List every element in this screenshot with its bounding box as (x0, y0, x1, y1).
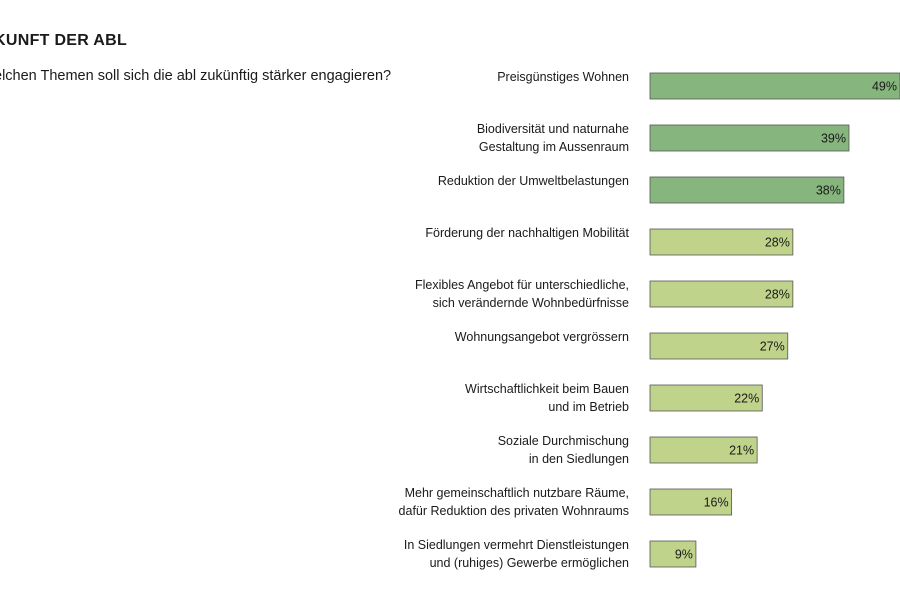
category-label: sich verändernde Wohnbedürfnisse (433, 296, 629, 310)
value-label: 16% (704, 496, 729, 510)
category-label: und (ruhiges) Gewerbe ermöglichen (430, 556, 629, 570)
value-label: 39% (821, 132, 846, 146)
category-label: Reduktion der Umweltbelastungen (438, 174, 629, 188)
category-label: Biodiversität und naturnahe (477, 122, 629, 136)
category-label: und im Betrieb (548, 400, 629, 414)
value-label: 27% (760, 340, 785, 354)
bar (649, 280, 794, 308)
bar (649, 540, 697, 568)
value-label: 28% (765, 236, 790, 250)
category-label: Soziale Durchmischung (498, 434, 629, 448)
category-label: Wirtschaftlichkeit beim Bauen (465, 382, 629, 396)
category-label: dafür Reduktion des privaten Wohnraums (399, 504, 629, 518)
bar (649, 72, 900, 100)
category-label: Förderung der nachhaltigen Mobilität (425, 226, 629, 240)
value-label: 21% (729, 444, 754, 458)
bar (649, 124, 850, 152)
value-label: 9% (675, 548, 693, 562)
value-label: 28% (765, 288, 790, 302)
category-label: Mehr gemeinschaftlich nutzbare Räume, (405, 486, 629, 500)
value-label: 38% (816, 184, 841, 198)
category-label: Preisgünstiges Wohnen (497, 70, 629, 84)
category-label: in den Siedlungen (529, 452, 629, 466)
bar (649, 176, 845, 204)
category-label: In Siedlungen vermehrt Dienstleistungen (404, 538, 629, 552)
survey-question: elchen Themen soll sich die abl zukünfti… (0, 68, 392, 84)
category-label: Wohnungsangebot vergrössern (455, 330, 629, 344)
category-label: Gestaltung im Aussenraum (479, 140, 629, 154)
category-label: Flexibles Angebot für unterschiedliche, (415, 278, 629, 292)
bar (649, 332, 789, 360)
bar (649, 228, 794, 256)
bar (649, 384, 763, 412)
value-label: 49% (872, 80, 897, 94)
bar (649, 436, 758, 464)
value-label: 22% (734, 392, 759, 406)
page-title: KUNFT DER ABL (0, 32, 128, 49)
bar (649, 488, 733, 516)
